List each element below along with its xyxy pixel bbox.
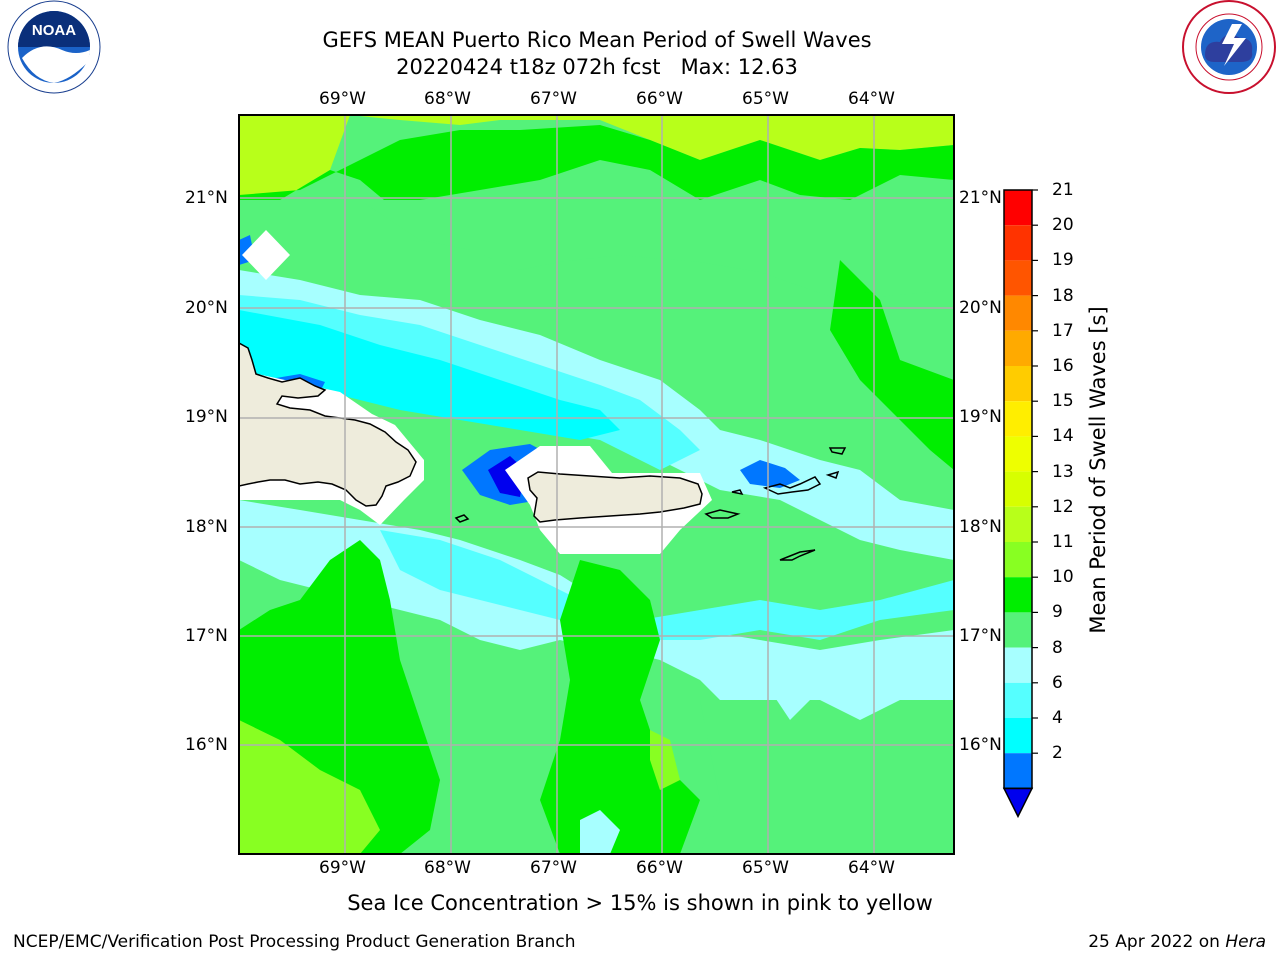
- footer-date: 25 Apr 2022 on Hera: [1088, 932, 1266, 952]
- colorbar-tick-label: 16: [1052, 356, 1074, 376]
- lon-tick-top-66: 66°W: [636, 89, 683, 109]
- colorbar-tick-label: 8: [1052, 637, 1063, 658]
- colorbar-tick-label: 6: [1052, 672, 1063, 693]
- colorbar-tick-label: 12: [1052, 496, 1074, 517]
- colorbar-segment: [1004, 366, 1032, 402]
- lat-tick-right-20: 20°N: [959, 298, 1002, 318]
- footer-credit: NCEP/EMC/Verification Post Processing Pr…: [13, 932, 576, 952]
- lat-tick-right-17: 17°N: [959, 626, 1002, 646]
- colorbar-tick-label: 10: [1052, 567, 1074, 588]
- colorbar-segment: [1004, 682, 1032, 718]
- colorbar-tick-label: 9: [1052, 602, 1063, 623]
- colorbar-segment: [1004, 612, 1032, 648]
- lat-tick-left-20: 20°N: [185, 298, 228, 318]
- map-title-line-2: 20220424 t18z 072h fcst Max: 12.63: [396, 55, 798, 79]
- colorbar-tick-label: 14: [1052, 426, 1074, 447]
- map-frame: [238, 114, 955, 855]
- lon-tick-top-64: 64°W: [848, 89, 895, 109]
- graticule: [239, 115, 954, 854]
- lon-tick-bottom-65: 65°W: [742, 858, 789, 878]
- colorbar-segment: [1004, 436, 1032, 472]
- colorbar-segment: [1004, 190, 1032, 226]
- colorbar-segment: [1004, 401, 1032, 437]
- lon-tick-bottom-69: 69°W: [319, 858, 366, 878]
- colorbar-tick-label: 4: [1052, 708, 1063, 728]
- contour-6-8-south: [380, 530, 954, 640]
- colorbar-tick-label: 18: [1052, 285, 1074, 306]
- colorbar-tick-label: 19: [1052, 250, 1074, 271]
- mask-north-west: [242, 230, 290, 280]
- nws-logo: [1182, 0, 1276, 94]
- colorbar-segment: [1004, 577, 1032, 613]
- lon-tick-top-65: 65°W: [742, 89, 789, 109]
- lon-tick-bottom-67: 67°W: [530, 858, 577, 878]
- colorbar-segment: [1004, 542, 1032, 578]
- contour-9-10-southeast: [700, 700, 954, 854]
- colorbar-segment: [1004, 330, 1032, 366]
- lat-tick-right-19: 19°N: [959, 407, 1002, 427]
- contour-12-13-north: [239, 115, 954, 200]
- lat-tick-left-21: 21°N: [185, 188, 228, 208]
- lat-tick-right-16: 16°N: [959, 735, 1002, 755]
- colorbar-segment: [1004, 506, 1032, 542]
- colorbar-segment: [1004, 647, 1032, 683]
- colorbar-tick-label: 17: [1052, 320, 1074, 341]
- st-croix-island: [779, 549, 816, 561]
- contour-4-6-band: [239, 310, 620, 440]
- colorbar-tick-label: 2: [1052, 743, 1063, 764]
- contour-10-11-upper: [360, 160, 954, 300]
- footer-date-text: 25 Apr 2022 on: [1088, 932, 1226, 952]
- lat-tick-right-21: 21°N: [959, 188, 1002, 208]
- colorbar-tick-label: 21: [1052, 180, 1074, 200]
- contour-2-4-east: [740, 460, 800, 488]
- colorbar-extend-arrow: [1002, 787, 1034, 819]
- lat-tick-left-16: 16°N: [185, 735, 228, 755]
- lat-tick-left-17: 17°N: [185, 626, 228, 646]
- lon-tick-top-67: 67°W: [530, 89, 577, 109]
- colorbar-tick-label: 15: [1052, 391, 1074, 412]
- colorbar-segment: [1004, 718, 1032, 754]
- sea-ice-caption: Sea Ice Concentration > 15% is shown in …: [347, 891, 933, 915]
- colorbar-tick-label: 13: [1052, 461, 1074, 482]
- noaa-logo-text: NOAA: [32, 22, 76, 39]
- vieques-island: [704, 509, 741, 519]
- colorbar-tick-label: 11: [1052, 532, 1074, 552]
- mona-island: [454, 514, 470, 523]
- puerto-rico-land: [527, 471, 703, 523]
- footer-machine: Hera: [1225, 932, 1266, 952]
- contour-8-9-southeast-patch: [770, 670, 810, 720]
- colorbar-segment: [1004, 753, 1032, 789]
- lat-tick-left-18: 18°N: [185, 517, 228, 537]
- lon-tick-bottom-68: 68°W: [424, 858, 471, 878]
- colorbar-segment: [1004, 471, 1032, 507]
- lat-tick-right-18: 18°N: [959, 517, 1002, 537]
- lat-tick-left-19: 19°N: [185, 407, 228, 427]
- hispaniola-land: [239, 342, 417, 507]
- colorbar-frame: [1003, 189, 1033, 790]
- lon-tick-top-68: 68°W: [424, 89, 471, 109]
- colorbar-segment: [1004, 295, 1032, 331]
- colorbar-tick-label: 20: [1052, 215, 1074, 236]
- colorbar-segment: [1004, 225, 1032, 261]
- noaa-logo: NOAA: [7, 0, 101, 94]
- colorbar-segment: [1004, 260, 1032, 296]
- lon-tick-bottom-64: 64°W: [848, 858, 895, 878]
- virgin-islands: [731, 447, 847, 496]
- lon-tick-top-69: 69°W: [319, 89, 366, 109]
- map-title-line-1: GEFS MEAN Puerto Rico Mean Period of Swe…: [322, 28, 872, 52]
- map-plot: [238, 114, 955, 855]
- lon-tick-bottom-66: 66°W: [636, 858, 683, 878]
- colorbar-label: Mean Period of Swell Waves [s]: [1086, 306, 1110, 634]
- contour-8-9-south-patch: [580, 810, 620, 854]
